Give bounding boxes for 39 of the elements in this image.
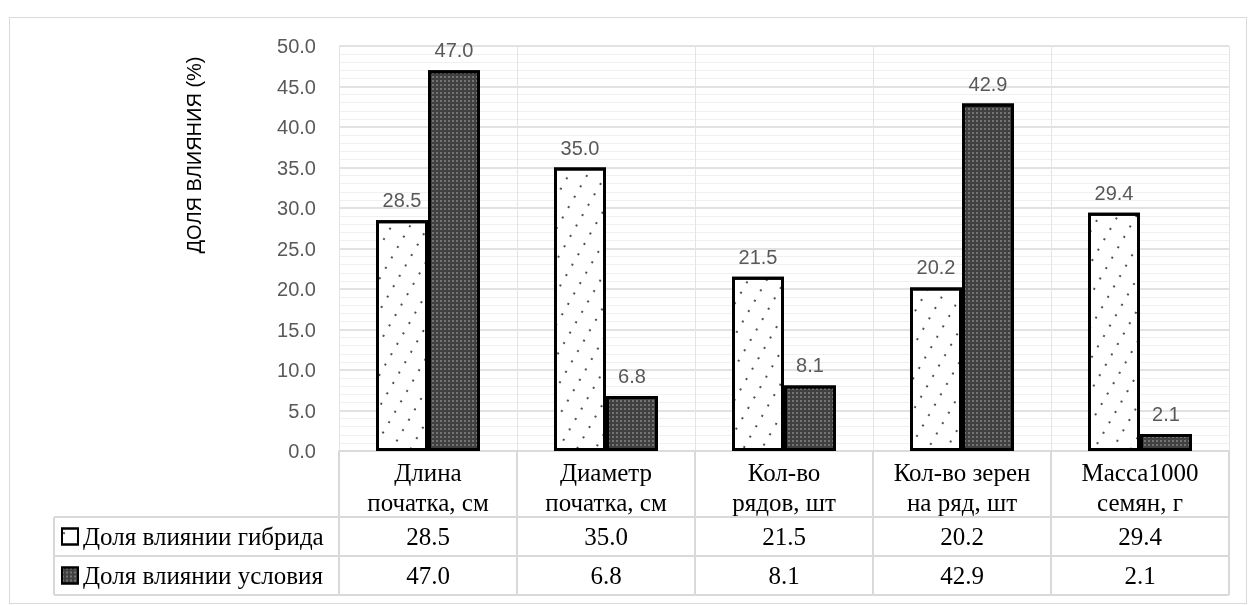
text: 28.5 [382, 189, 422, 212]
legend-label: Доля влиянии условия [83, 562, 324, 589]
data-label: 29.4 [1117, 522, 1163, 552]
y-tick-label: 35.0 [277, 156, 316, 179]
data-label: 21.5 [761, 522, 807, 552]
text: 6.8 [618, 364, 646, 387]
x-tick-label: Кол-во рядов, шт [732, 458, 836, 516]
data-label: 2.1 [1123, 561, 1157, 591]
y-tick-label: 30.0 [277, 197, 316, 219]
text: 42.9 [968, 72, 1008, 95]
text: 2.1 [1152, 402, 1180, 425]
x-tick-label: Длина початка, см [367, 458, 489, 516]
data-label: 47.0 [405, 561, 451, 591]
data-label: 35.0 [583, 522, 629, 552]
y-tick-label: 40.0 [277, 116, 316, 138]
y-tick-label: 45.0 [277, 75, 316, 98]
y-tick-label: 20.0 [277, 278, 316, 300]
x-tick-label: Кол-во зерен на ряд, шт [893, 458, 1031, 516]
text: 21.5 [738, 245, 778, 268]
y-tick-label: 0.0 [288, 440, 316, 462]
y-tick-label: 25.0 [277, 237, 316, 260]
data-label: 20.2 [939, 522, 985, 552]
data-label: 8.1 [767, 561, 801, 591]
y-tick-label: 5.0 [288, 399, 316, 422]
data-label: 42.9 [939, 561, 985, 591]
x-tick-label: Масса1000 семян, г [1081, 458, 1199, 516]
text: 35.0 [560, 136, 600, 159]
legend-label: Доля влиянии гибрида [83, 523, 324, 550]
x-tick-label: Диаметр початка, см [545, 458, 667, 516]
data-label: 28.5 [405, 522, 451, 552]
text: 20.2 [916, 256, 956, 279]
y-tick-label: 50.0 [277, 35, 316, 57]
y-tick-label: 15.0 [277, 318, 316, 341]
text: 8.1 [796, 354, 824, 377]
data-label: 6.8 [589, 561, 623, 591]
y-axis-title: ДОЛЯ ВЛИЯНИЯ (%) [183, 56, 205, 254]
y-tick-label: 10.0 [277, 359, 316, 381]
text: 47.0 [434, 39, 474, 62]
text: 29.4 [1094, 181, 1134, 204]
